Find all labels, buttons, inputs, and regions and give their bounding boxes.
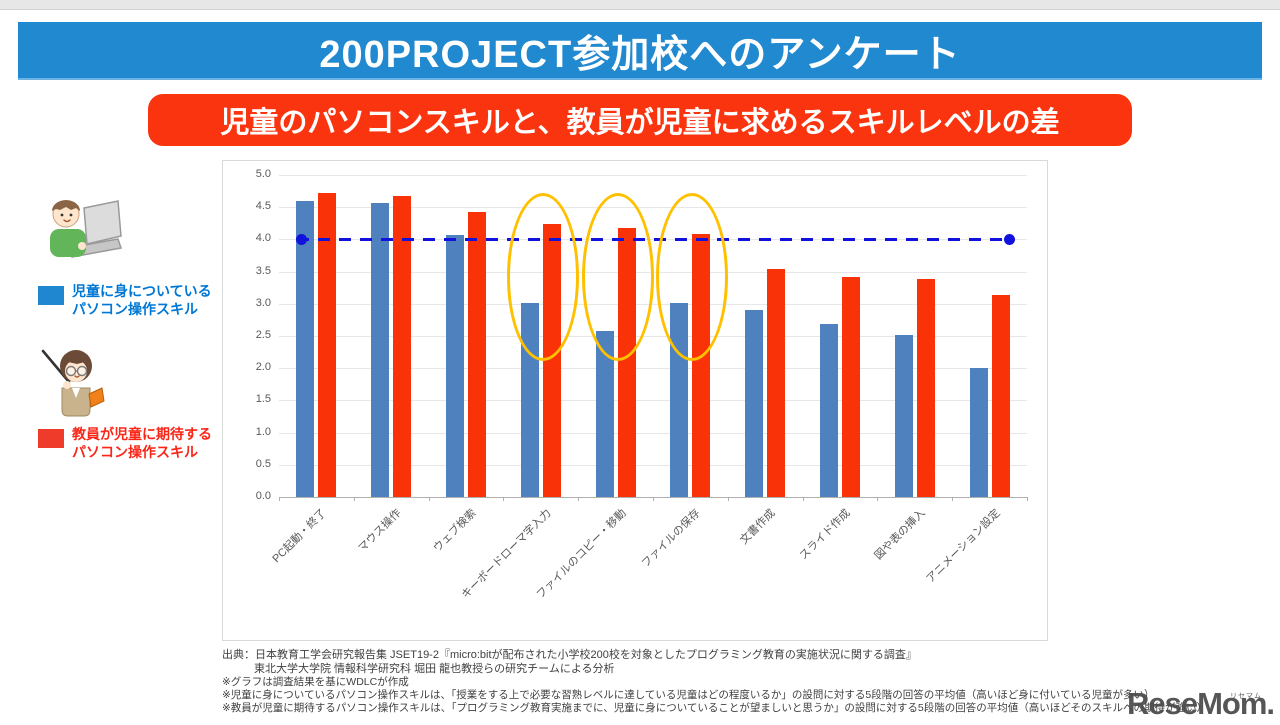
bar-student-9: [894, 335, 913, 497]
axis-tick: [727, 497, 729, 501]
teacher-color-swatch: [38, 429, 64, 448]
y-tick-label: 4.5: [255, 200, 271, 213]
axis-tick: [279, 497, 280, 501]
bar-teacher-7: [767, 269, 786, 497]
bar-teacher-3: [468, 211, 486, 497]
reference-line: [297, 237, 1011, 241]
plot-area: PC起動・終了 マウス操作 ウェブ検索 キーボードローマ字入力 ファイルのコピー・移動フ…: [271, 175, 1027, 601]
bar-student-10: [969, 367, 988, 497]
title-banner: 200PROJECT参加校へのアンケート: [18, 22, 1262, 80]
gridline: [279, 336, 1027, 337]
y-tick-label: 0.5: [255, 457, 271, 470]
note-line-3: ※教員が児童に期待するパソコン操作スキルは、「プログラミング教育実施までに、児童…: [222, 702, 1207, 714]
x-category-label: PC起動・終了: [270, 507, 330, 566]
axis-tick: [952, 497, 954, 501]
y-tick-label: 4.0: [255, 232, 271, 245]
student-illustration: [50, 200, 122, 258]
legend-teacher-line1: 教員が児童に期待する: [72, 426, 212, 442]
legend-teacher-line2: パソコン操作スキル: [72, 444, 198, 460]
y-tick-label: 1.0: [255, 425, 271, 438]
axis-tick: [877, 497, 879, 501]
y-tick-label: 5.0: [255, 168, 271, 180]
highlight-ellipse-5: [581, 193, 654, 361]
axis-tick: [578, 497, 580, 501]
bar-teacher-2: [393, 195, 412, 497]
axis-tick: [353, 497, 355, 501]
teacher-illustration: [41, 349, 105, 417]
legend-student-label: 児童に身についている パソコン操作スキル: [72, 282, 212, 318]
y-tick-label: 3.0: [255, 296, 271, 309]
bar-student-5: [595, 330, 614, 497]
note-line-2: ※児童に身についているパソコン操作スキルは、「授業をする上で必要な習熟レベルに達…: [222, 689, 1155, 701]
axis-tick: [503, 497, 505, 501]
bar-teacher-10: [991, 294, 1010, 497]
bar-student-7: [745, 309, 764, 497]
gridline: [279, 368, 1027, 370]
watermark-text: ReseMom.: [1126, 686, 1275, 721]
bar-student-3: [446, 234, 464, 497]
axis-tick: [802, 497, 804, 501]
bar-chart: PC起動・終了 マウス操作 ウェブ検索 キーボードローマ字入力 ファイルのコピー・移動フ…: [222, 160, 1048, 641]
bar-teacher-8: [842, 276, 860, 497]
bar-student-8: [820, 323, 838, 497]
resemom-watermark: リセマム ReseMom.: [1126, 686, 1275, 721]
y-tick-label: 2.5: [255, 329, 271, 341]
reference-line-right-dot: [1003, 233, 1015, 245]
bar-teacher-1: [318, 193, 337, 497]
gridline: [279, 207, 1027, 209]
bar-student-1: [296, 200, 315, 497]
top-gray-strip: [0, 0, 1280, 10]
note-line-1: ※グラフは調査結果を基にWDLCが作成: [222, 676, 409, 688]
y-tick-label: 0.0: [255, 490, 271, 502]
gridline: [279, 400, 1027, 402]
legend-student-line1: 児童に身についている: [72, 283, 212, 299]
gridline: [279, 432, 1027, 434]
y-tick-label: 3.5: [255, 264, 271, 277]
bar-student-2: [371, 202, 390, 497]
page-title: 200PROJECT参加校へのアンケート: [319, 33, 961, 76]
y-tick-label: 1.5: [255, 393, 271, 406]
legend-teacher-label: 教員が児童に期待する パソコン操作スキル: [72, 425, 212, 461]
student-color-swatch: [38, 286, 64, 305]
subtitle-banner: 児童のパソコンスキルと、教員が児童に求めるスキルレベルの差: [148, 94, 1132, 146]
y-tick-label: 2.0: [255, 361, 271, 374]
source-notes: 出典：日本教育工学会研究報告集 JSET19-2『micro:bitが配布された…: [222, 649, 1207, 715]
gridline: [279, 464, 1027, 466]
axis-tick: [1027, 497, 1028, 501]
source-line-2: 東北大学大学院 情報科学研究科 堀田 龍也教授らの研究チームによる分析: [254, 662, 615, 675]
legend-item-student: 児童に身についている パソコン操作スキル: [38, 282, 212, 318]
highlight-ellipse-6: [656, 193, 729, 361]
source-line-1: 出典：日本教育工学会研究報告集 JSET19-2『micro:bitが配布された…: [222, 649, 917, 661]
legend-student-line2: パソコン操作スキル: [72, 301, 198, 317]
legend-item-teacher: 教員が児童に期待する パソコン操作スキル: [38, 425, 212, 461]
bar-teacher-9: [916, 279, 935, 497]
watermark-ruby: リセマム: [1230, 693, 1262, 700]
gridline: [279, 303, 1027, 305]
highlight-ellipse-4: [506, 193, 579, 361]
gridline: [279, 175, 1027, 176]
axis-tick: [428, 497, 430, 501]
reference-line-left-dot: [295, 233, 307, 245]
page-subtitle: 児童のパソコンスキルと、教員が児童に求めるスキルレベルの差: [220, 107, 1060, 139]
axis-tick: [653, 497, 654, 501]
